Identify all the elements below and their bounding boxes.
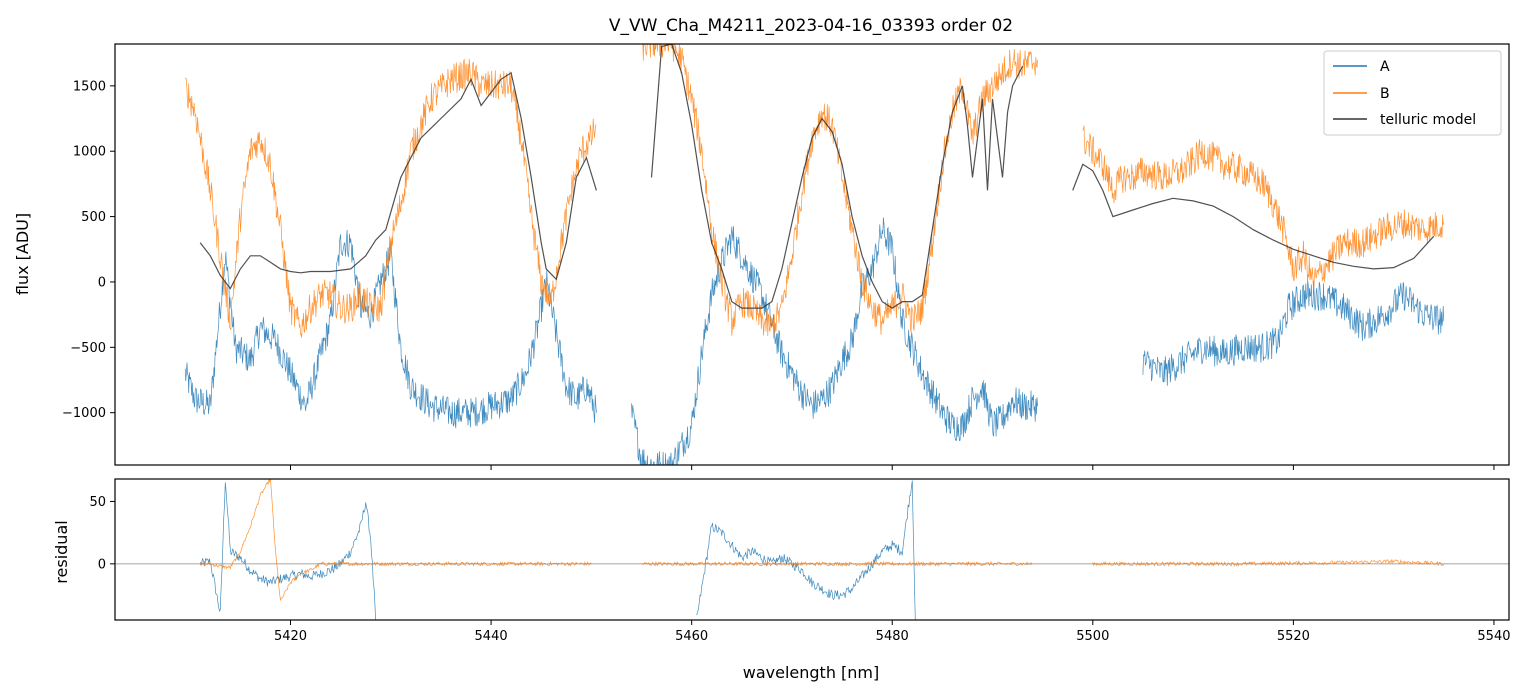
residual-y-axis: 0 50 xyxy=(89,495,115,572)
main-series-b-line xyxy=(184,58,597,338)
legend: A B telluric model xyxy=(1323,50,1502,136)
main-series-b-line xyxy=(1082,125,1445,290)
main-model-line xyxy=(650,44,1024,309)
residual-x-tick-label: 5500 xyxy=(1076,629,1109,644)
main-y-tick-label: −1000 xyxy=(62,406,106,421)
residual-series-b-line xyxy=(1092,558,1445,568)
residual-y-tick-label: 50 xyxy=(89,495,106,510)
main-y-tick-label: −500 xyxy=(70,341,106,356)
residual-x-tick-label: 5480 xyxy=(876,629,909,644)
residual-y-axis-label: residual xyxy=(52,520,71,583)
main-y-tick-label: 0 xyxy=(98,275,106,290)
residual-x-tick-label: 5440 xyxy=(475,629,508,644)
residual-axes-frame xyxy=(114,478,1510,621)
main-x-axis xyxy=(290,465,1495,470)
legend-label-model: telluric model xyxy=(1380,112,1476,128)
main-plot-area xyxy=(184,44,1445,465)
main-series-b-line xyxy=(642,44,1038,339)
main-model-line xyxy=(199,71,597,290)
residual-axes: 0 50 5420 5440 5460 5480 5500 5520 5540 residua… xyxy=(52,478,1511,644)
main-y-tick-label: 1000 xyxy=(73,145,106,160)
residual-x-tick-label: 5420 xyxy=(274,629,307,644)
residual-x-tick-label: 5520 xyxy=(1277,629,1310,644)
chart-title: V_VW_Cha_M4211_2023-04-16_03393 order 02 xyxy=(609,16,1013,36)
x-axis-label: wavelength [nm] xyxy=(743,663,880,682)
main-series-a-line xyxy=(1142,280,1445,386)
main-axes: −1000 −500 0 500 1000 1500 flux [ADU] xyxy=(13,43,1510,470)
main-y-axis-label: flux [ADU] xyxy=(13,213,32,295)
residual-series-b-line xyxy=(199,479,592,601)
main-series-a-line xyxy=(631,217,1038,465)
residual-x-axis: 5420 5440 5460 5480 5500 5520 5540 xyxy=(274,620,1511,644)
residual-series-a-line xyxy=(696,480,916,620)
residual-x-tick-label: 5540 xyxy=(1477,629,1510,644)
residual-plot-area xyxy=(115,479,1509,620)
residual-series-a-line xyxy=(199,482,377,620)
main-model-line xyxy=(1072,163,1435,270)
main-y-axis: −1000 −500 0 500 1000 1500 xyxy=(62,79,115,421)
legend-label-b: B xyxy=(1380,86,1390,102)
legend-label-a: A xyxy=(1380,59,1390,75)
legend-frame xyxy=(1323,50,1502,136)
main-y-tick-label: 1500 xyxy=(73,79,106,94)
main-y-tick-label: 500 xyxy=(81,210,106,225)
residual-x-tick-label: 5460 xyxy=(675,629,708,644)
main-axes-frame xyxy=(114,43,1510,466)
residual-y-tick-label: 0 xyxy=(98,557,106,572)
